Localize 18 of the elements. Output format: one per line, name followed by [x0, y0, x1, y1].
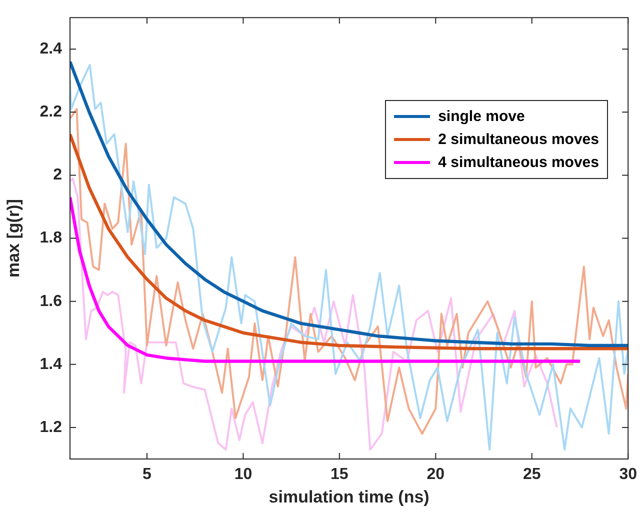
y-tick-label: 1.6 — [40, 292, 62, 310]
x-axis-title: simulation time (ns) — [268, 487, 430, 506]
y-tick-label: 2 — [53, 166, 62, 184]
y-tick-label: 1.4 — [40, 356, 62, 373]
legend-label: single move — [438, 108, 525, 125]
legend-label: 2 simultaneous moves — [438, 131, 599, 148]
x-tick-label: 15 — [330, 466, 348, 484]
y-tick-label: 1.2 — [40, 418, 62, 436]
y-axis-title: max [g(r)] — [4, 199, 23, 278]
legend-label: 4 simultaneous moves — [438, 154, 599, 171]
x-tick-label: 20 — [426, 466, 445, 484]
x-tick-label: 5 — [142, 466, 152, 484]
y-tick-label: 2.4 — [40, 40, 62, 58]
y-tick-label: 2.2 — [40, 104, 62, 121]
x-tick-label: 10 — [234, 466, 252, 484]
x-tick-label: 30 — [619, 466, 638, 484]
y-tick-label: 1.8 — [40, 230, 62, 247]
x-tick-label: 25 — [522, 466, 541, 484]
